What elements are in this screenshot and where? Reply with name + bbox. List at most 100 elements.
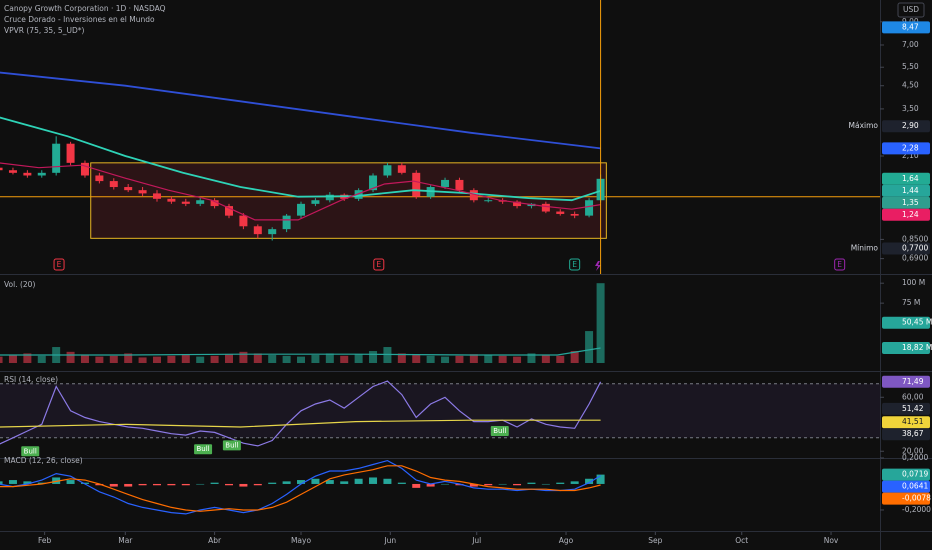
bar — [282, 355, 291, 363]
bar — [596, 283, 605, 363]
price-label-box — [882, 316, 930, 329]
bar — [253, 483, 262, 486]
bar — [570, 481, 579, 484]
bar — [585, 478, 594, 484]
bar — [354, 478, 363, 484]
bar — [596, 474, 605, 484]
event-label: E — [837, 260, 842, 269]
bar — [66, 351, 75, 363]
price-label-box — [882, 375, 930, 388]
y-tick-label: 60,00 — [902, 392, 924, 401]
series-line — [0, 465, 601, 512]
bar — [66, 480, 75, 484]
candle-body — [297, 203, 306, 216]
candle-body — [109, 181, 118, 188]
bar — [498, 355, 507, 363]
bar — [556, 482, 565, 484]
bar — [196, 483, 205, 485]
candle-body — [239, 215, 248, 227]
bar — [426, 483, 435, 487]
price-label-box — [882, 416, 930, 429]
y-tick-label: 0,8500 — [902, 234, 928, 243]
bar — [167, 483, 176, 486]
bar — [585, 331, 594, 363]
y-tick-label: 0,2000 — [902, 453, 928, 462]
candle-body — [397, 165, 406, 173]
bar — [325, 353, 334, 363]
chart-title: Canopy Growth Corporation · 1D · NASDAQ — [4, 4, 166, 13]
bar — [513, 483, 522, 486]
candle-body — [455, 179, 464, 191]
price-label: 38,67 — [902, 429, 924, 438]
currency[interactable]: USD — [903, 5, 919, 14]
series-line — [0, 419, 601, 428]
y-tick-label: 9,00 — [902, 17, 919, 26]
bar — [225, 483, 234, 486]
bar — [311, 355, 320, 363]
x-tick-label: Nov — [824, 536, 839, 545]
bar — [397, 353, 406, 363]
bar — [253, 353, 262, 363]
price-label-box — [882, 172, 930, 185]
panel — [0, 71, 880, 241]
bar — [498, 483, 507, 485]
candle-body — [66, 143, 75, 163]
bar — [152, 356, 161, 363]
bar — [369, 351, 378, 363]
price-note: Mínimo — [851, 244, 879, 253]
bar — [397, 482, 406, 484]
candle-body — [513, 201, 522, 207]
candle-body — [282, 215, 291, 230]
candle-body — [556, 211, 565, 214]
price-label-box — [882, 196, 930, 209]
series-line — [0, 116, 601, 202]
candle-body — [469, 190, 478, 201]
candle-body — [570, 213, 579, 216]
candle-body — [412, 172, 421, 197]
candle-body — [311, 200, 320, 204]
bar — [484, 483, 493, 486]
event-marker — [569, 258, 581, 271]
price-label: 2,28 — [902, 143, 919, 152]
event-label: E — [376, 260, 381, 269]
bar — [268, 355, 277, 363]
price-label: 0,0641 — [902, 482, 928, 491]
bar — [325, 480, 334, 484]
candle-body — [8, 170, 17, 173]
bar — [8, 355, 17, 363]
bar — [196, 356, 205, 363]
bar — [484, 355, 493, 363]
signal-box — [21, 446, 40, 457]
bar — [570, 351, 579, 363]
bar — [340, 481, 349, 484]
bar — [239, 483, 248, 487]
bar — [412, 483, 421, 488]
bar — [80, 355, 89, 363]
bar — [541, 355, 550, 363]
price-label: 8,47 — [902, 22, 919, 31]
bar — [152, 483, 161, 486]
panel-title: MACD (12, 26, close) — [4, 456, 83, 465]
bar — [138, 483, 147, 486]
panel — [0, 283, 605, 363]
x-tick-label: Ago — [559, 536, 574, 545]
range-box — [90, 162, 607, 239]
bar — [469, 354, 478, 363]
candle-body — [152, 193, 161, 199]
event-label: E — [572, 260, 577, 269]
bar — [239, 351, 248, 363]
price-label-box — [882, 492, 930, 505]
bar — [354, 354, 363, 363]
candle-body — [369, 175, 378, 191]
bar — [37, 482, 46, 484]
x-tick-label: Oct — [735, 536, 748, 545]
rsi-band — [0, 383, 880, 438]
price-label-box — [882, 184, 930, 197]
y-tick-label: 3,50 — [902, 104, 919, 113]
currency-box[interactable] — [897, 2, 925, 18]
candle-body — [253, 226, 262, 235]
bar — [138, 357, 147, 363]
candle-body — [354, 190, 363, 199]
